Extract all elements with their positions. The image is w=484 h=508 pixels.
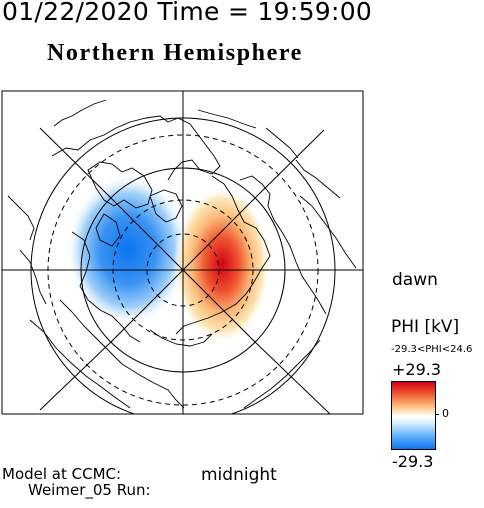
positive-potential-cell [174, 187, 270, 343]
negative-potential-cell [66, 174, 190, 326]
hemisphere-title: Northern Hemisphere [47, 40, 303, 66]
timestamp-header: 01/22/2020 Time = 19:59:00 [2, 0, 373, 26]
colorbar-zero-tick [435, 414, 439, 415]
colorbar-range: -29.3<PHI<24.6 [391, 344, 473, 355]
dawn-label: dawn [392, 270, 438, 290]
colorbar-zero-label: 0 [442, 407, 449, 420]
model-info: Model at CCMC: Weimer_05 Run: [2, 466, 151, 498]
colorbar-gradient [391, 381, 436, 450]
polar-potential-map [1, 90, 364, 415]
colorbar-max-label: +29.3 [392, 360, 442, 379]
meridian-lines [2, 91, 363, 414]
midnight-label: midnight [201, 465, 277, 485]
model-line-1: Model at CCMC: [2, 465, 122, 483]
model-line-2: Weimer_05 Run: [28, 481, 151, 499]
colorbar-title: PHI [kV] [391, 317, 460, 337]
colorbar-min-label: -29.3 [392, 452, 434, 471]
